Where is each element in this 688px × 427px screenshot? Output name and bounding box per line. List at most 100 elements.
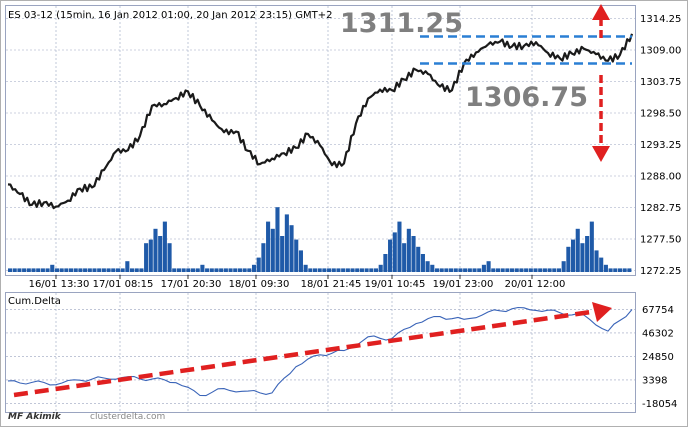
price-x-tick-label: 17/01 08:15 <box>93 279 154 290</box>
volume-bar <box>148 239 153 272</box>
volume-bar <box>491 268 496 272</box>
price-y-tick-label: 1277.50 <box>640 235 681 246</box>
volume-bar <box>251 264 257 272</box>
price-y-tick-label: 1309.00 <box>640 46 681 57</box>
volume-bar <box>167 243 172 272</box>
volume-bar <box>603 264 608 272</box>
volume-bar <box>261 243 266 272</box>
volume-bar <box>481 264 486 272</box>
volume-bar <box>31 268 36 272</box>
delta-y-tick-label: -18054 <box>642 399 677 410</box>
volume-bar <box>542 268 547 272</box>
volume-bar <box>613 268 618 272</box>
volume-bar <box>589 221 594 272</box>
volume-bar <box>298 250 303 272</box>
delta-trend-arrow-line <box>13 308 599 398</box>
price-line-recent <box>487 33 634 63</box>
volume-bar <box>190 268 196 272</box>
chart-title: ES 03-12 (15min, 16 Jan 2012 01:00, 20 J… <box>8 10 332 21</box>
site-watermark: clusterdelta.com <box>90 412 165 422</box>
trend-arrows <box>13 4 612 398</box>
volume-bar <box>477 268 482 272</box>
volume-bar <box>449 268 454 272</box>
volume-bar <box>538 268 543 272</box>
volume-bar <box>233 268 238 272</box>
volume-bar <box>195 268 200 272</box>
volume-bar <box>242 268 247 272</box>
delta-panel-frame <box>5 292 636 413</box>
volume-bar <box>78 268 83 272</box>
volume-bar <box>139 268 144 272</box>
price-y-ticks: 1314.25 1309.00 1303.75 1298.50 1293.25 1288.… <box>640 14 681 277</box>
volume-bar <box>556 268 562 272</box>
volume-bar <box>617 268 623 272</box>
volume-bar <box>59 268 64 272</box>
volume-bar <box>467 268 472 272</box>
volume-bar <box>486 261 491 272</box>
volume-bar <box>514 268 519 272</box>
delta-y-ticks: 67754 46302 24850 3398 -18054 <box>642 305 677 410</box>
volume-bar <box>364 268 369 272</box>
volume-bar <box>284 214 289 272</box>
upper-level-label: 1311.25 <box>340 8 463 39</box>
volume-bar <box>247 268 252 272</box>
volume-bar <box>134 268 139 272</box>
volume-bar <box>571 239 576 272</box>
volume-bar <box>378 264 383 272</box>
volume-bar <box>26 268 31 272</box>
volume-bar <box>425 261 430 272</box>
volume-bar <box>270 228 275 272</box>
price-y-tick-label: 1298.50 <box>640 109 681 120</box>
volume-bar <box>327 268 332 272</box>
volume-bar <box>317 268 322 272</box>
volume-bar <box>336 268 341 272</box>
volume-bar <box>416 246 421 272</box>
volume-bar <box>345 268 350 272</box>
volume-bar <box>355 268 360 272</box>
volume-bar <box>205 268 210 272</box>
volume-bar <box>434 268 440 272</box>
volume-bar <box>510 268 515 272</box>
volume-bar <box>40 268 45 272</box>
delta-y-tick-label: 46302 <box>642 328 674 339</box>
volume-bar <box>294 239 299 272</box>
volume-bar <box>92 268 97 272</box>
volume-bar <box>373 268 379 272</box>
volume-bar <box>430 264 435 272</box>
delta-y-tick-label: 24850 <box>642 352 674 363</box>
volume-bar <box>369 268 374 272</box>
delta-line <box>7 306 633 397</box>
volume-bar <box>22 268 27 272</box>
price-x-tick-label: 18/01 09:30 <box>229 279 290 290</box>
price-series <box>7 33 634 210</box>
volume-bar <box>303 264 308 272</box>
volume-bar <box>176 268 181 272</box>
volume-bar <box>594 250 599 272</box>
volume-bar <box>406 228 411 272</box>
volume-bar <box>533 268 538 272</box>
volume-bar <box>186 268 191 272</box>
volume-bar <box>519 268 524 272</box>
volume-bar <box>341 268 346 272</box>
volume-bar <box>219 268 224 272</box>
volume-bar <box>214 268 219 272</box>
author-watermark: MF Akimik <box>8 412 62 422</box>
price-y-tick-label: 1282.75 <box>640 203 681 214</box>
volume-bar <box>322 268 327 272</box>
volume-bar <box>627 268 632 272</box>
volume-bar <box>87 268 92 272</box>
price-y-tick-label: 1272.25 <box>640 266 681 277</box>
volume-bar <box>289 225 294 272</box>
volume-bar <box>472 268 477 272</box>
volume-bar <box>111 268 116 272</box>
volume-bar <box>622 268 627 272</box>
volume-bar <box>280 236 285 272</box>
up-arrow-head <box>592 4 610 20</box>
volume-bar <box>50 264 55 272</box>
volume-bar <box>129 268 135 272</box>
volume-bar <box>172 268 177 272</box>
volume-bar <box>36 268 41 272</box>
volume-bar <box>153 228 158 272</box>
volume-bar <box>608 268 613 272</box>
